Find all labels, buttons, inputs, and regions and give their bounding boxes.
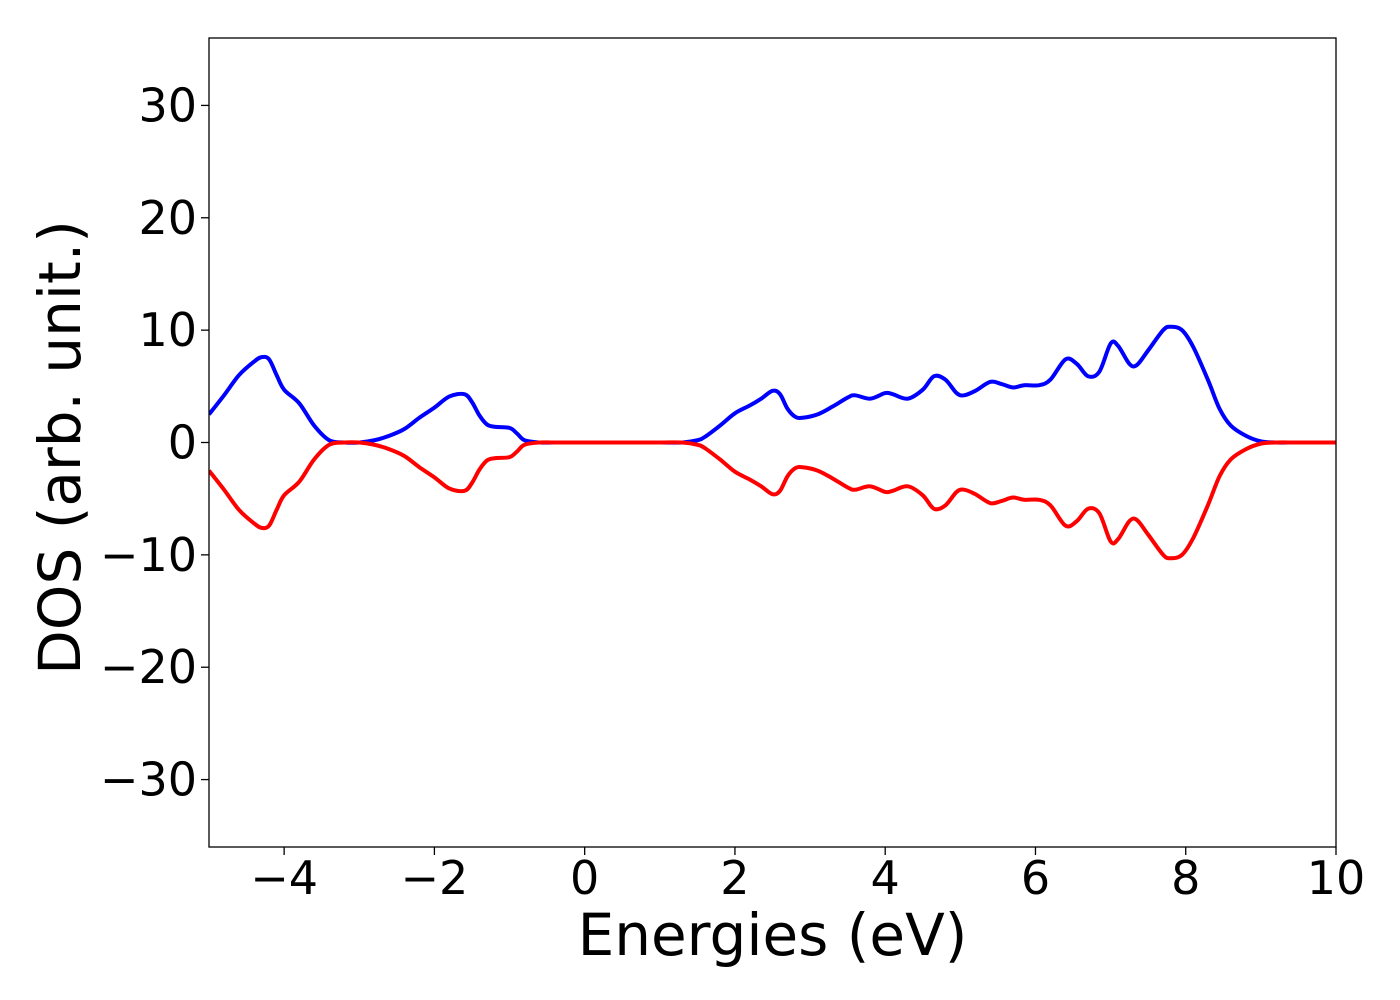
x-tick-label: 8: [1171, 851, 1200, 905]
spin-up-line: [209, 324, 1336, 445]
y-tick-label: −30: [100, 753, 197, 807]
x-tick-label: 0: [570, 851, 599, 905]
y-tick-label: 0: [168, 416, 197, 470]
x-tick-label: 10: [1307, 851, 1366, 905]
x-tick-label: 2: [720, 851, 749, 905]
plot-frame: [208, 37, 1337, 848]
x-tick-label: 6: [1021, 851, 1050, 905]
y-tick-label: 30: [138, 78, 197, 132]
x-axis-title: Energies (eV): [578, 901, 968, 969]
series-layer: [209, 324, 1336, 561]
x-tick-label: −2: [400, 851, 468, 905]
y-tick-label: 10: [138, 303, 197, 357]
y-tick-label: −20: [100, 640, 197, 694]
x-tick-label: 4: [871, 851, 900, 905]
y-tick-label: 20: [138, 191, 197, 245]
x-axis: −4 −2 0 2 4 6 8 10: [250, 847, 1365, 905]
y-axis: 30 20 10 0 −10 −20 −30: [100, 78, 209, 807]
x-tick-label: −4: [250, 851, 318, 905]
y-axis-title: DOS (arb. unit.): [26, 220, 94, 675]
y-tick-label: −10: [100, 528, 197, 582]
spin-down-line: [209, 440, 1336, 561]
